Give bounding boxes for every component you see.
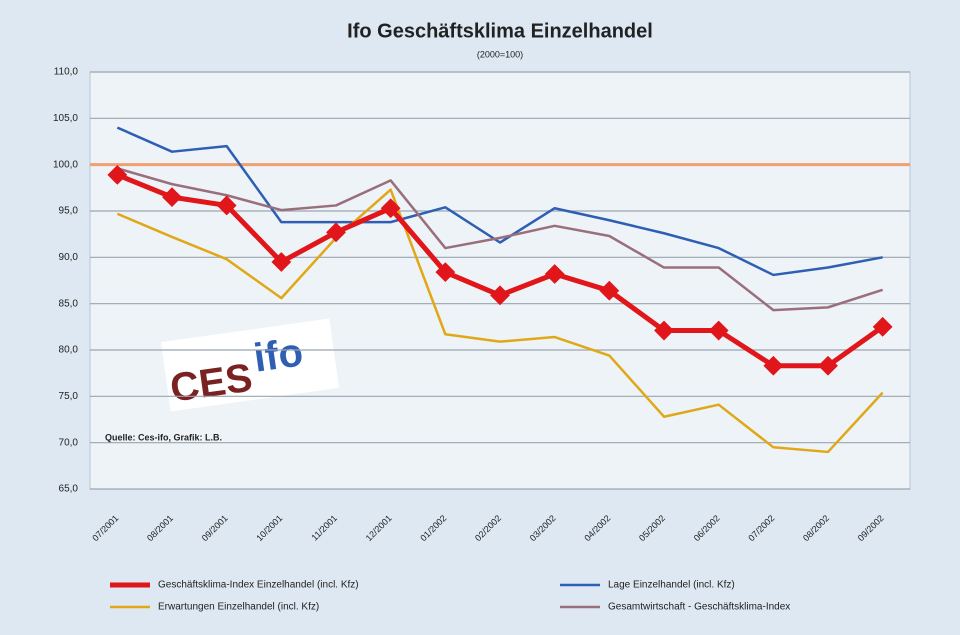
series-line	[116, 167, 884, 312]
series-line	[116, 188, 884, 454]
y-tick-label: 70,0	[59, 437, 79, 448]
point-marker	[162, 187, 182, 207]
logo-box	[160, 318, 340, 412]
chart-subtitle: (2000=100)	[477, 49, 523, 59]
y-tick-label: 90,0	[59, 252, 79, 263]
y-tick-label: 95,0	[59, 206, 79, 217]
legend-label: Erwartungen Einzelhandel (incl. Kfz)	[158, 602, 319, 613]
point-marker	[380, 198, 401, 219]
y-tick-label: 80,0	[59, 345, 79, 356]
point-marker	[490, 285, 510, 306]
point-marker	[708, 320, 729, 341]
chart-title: Ifo Geschäftsklima Einzelhandel	[347, 20, 653, 42]
plot-area	[89, 71, 911, 490]
logo-ifo: ifo	[251, 330, 306, 380]
y-tick-label: 65,0	[59, 484, 79, 495]
point-marker	[763, 355, 784, 376]
y-tick-label: 100,0	[53, 159, 78, 170]
y-tick-label: 110,0	[54, 67, 79, 78]
y-tick-label: 85,0	[59, 298, 79, 309]
point-marker	[107, 164, 128, 185]
point-marker	[654, 320, 674, 341]
y-tick-label: 105,0	[53, 113, 78, 124]
point-marker	[818, 355, 838, 376]
logo: CES ifo	[160, 318, 340, 412]
point-marker	[326, 222, 346, 243]
legend-label: Gesamtwirtschaft - Geschäftsklima-Index	[608, 602, 790, 613]
legend-label: Lage Einzelhandel (incl. Kfz)	[608, 580, 735, 591]
point-marker	[435, 262, 456, 283]
source-note: Quelle: Ces-ifo, Grafik: L.B.	[105, 432, 222, 442]
point-marker	[544, 264, 565, 284]
point-marker	[216, 195, 237, 216]
series-line	[116, 126, 883, 277]
point-marker	[599, 280, 620, 301]
y-tick-label: 75,0	[59, 391, 79, 402]
point-marker	[872, 316, 893, 337]
legend-label: Geschäftsklima-Index Einzelhandel (incl.…	[158, 580, 359, 591]
